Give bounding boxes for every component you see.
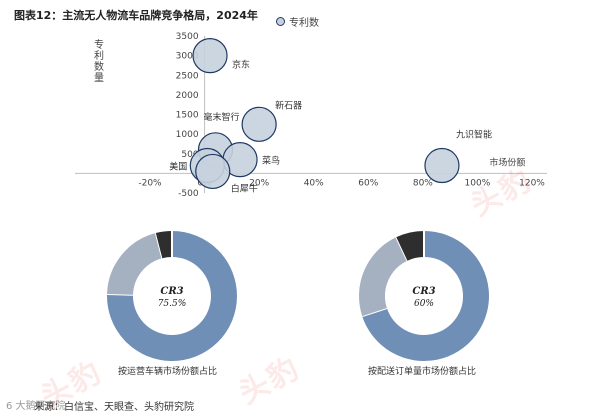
donut-slice [107,233,163,296]
donut-caption-orders: 按配送订单量市场份额占比 [368,367,477,377]
x-tick-label: 80% [413,178,433,188]
y-tick-label: 500 [181,150,198,160]
donut-center-title: CR3 [412,286,435,297]
donut-slice [359,237,408,317]
x-tick-label: 40% [304,178,324,188]
y-tick-label: 1000 [176,130,199,140]
bubble-label: 新石器 [275,99,302,111]
donut-chart-vehicles: CR3 75.5% [107,231,237,361]
x-axis-label: 市场份额 [489,156,525,168]
x-tick-label: -20% [138,178,162,188]
donut-caption-vehicles: 按运营车辆市场份额占比 [118,367,218,377]
donut-center-value: 60% [414,299,434,309]
donut-slice [107,231,237,361]
donut-separator [154,232,164,259]
donut-center-value: 75.5% [158,299,187,309]
donut-slice [396,231,425,261]
donut-slice [155,231,173,259]
y-tick-label: -500 [178,189,199,199]
y-tick-label: 2000 [176,91,199,101]
donut-center-title: CR3 [160,286,183,297]
x-tick-label: 60% [358,178,378,188]
bubble-point [195,153,231,190]
bubble-label: 美国 [169,161,187,173]
source-note: 来源：白信宝、天眼查、头豹研究院 [34,402,194,413]
legend: 专利数 [276,14,319,29]
bubble-point [424,147,460,184]
watermark-text: 6 大鹅研究院 [6,401,66,412]
y-tick-label: 1500 [176,111,199,121]
bubble-label: 白犀牛 [231,182,258,194]
y-axis-label: 专利数量 [94,40,104,84]
legend-label: 专利数 [289,18,319,29]
donut-slice [362,231,489,361]
y-tick-label: 3000 [176,52,199,62]
donut-separator [395,236,409,262]
bubble-label: 京东 [232,59,250,71]
x-tick-label: 20% [249,178,269,188]
bubble-point [192,38,228,74]
bubble-chart: -5000500100015002000250030003500-20%0%20… [75,32,547,199]
bubble-point [241,106,277,142]
chart-title: 图表12：主流无人物流车品牌竞争格局，2024年 [14,9,258,22]
legend-marker [276,17,285,26]
x-tick-label: 100% [465,178,491,188]
bubble-label: 九识智能 [456,129,492,141]
bubble-label: 毫末智行 [203,111,239,123]
bubble-label: 菜鸟 [262,155,280,167]
y-tick-label: 3500 [176,32,199,42]
x-tick-label: 120% [519,178,545,188]
y-tick-label: 2500 [176,71,199,81]
